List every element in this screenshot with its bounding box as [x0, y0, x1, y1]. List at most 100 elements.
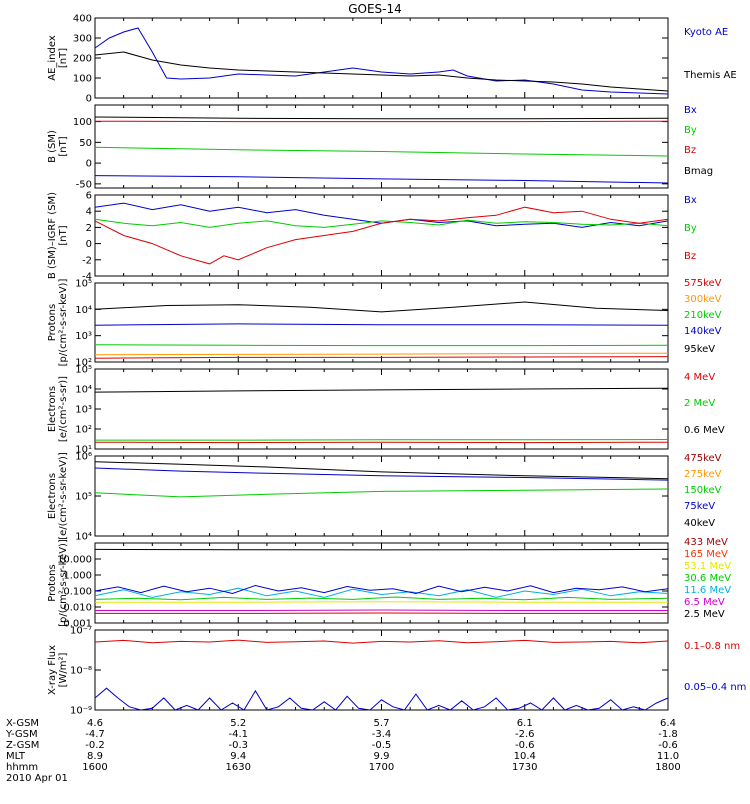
panel-frame — [95, 195, 668, 276]
y-tick-label: 50 — [79, 138, 92, 149]
y-tick-label: 6 — [86, 191, 92, 202]
y-axis-label: Protons — [47, 564, 58, 601]
legend-label: 53.1 MeV — [684, 561, 731, 572]
series-line — [95, 640, 668, 643]
y-tick-label: 10³ — [75, 331, 92, 342]
series-line — [95, 207, 668, 264]
y-tick-label: 10⁵ — [75, 365, 92, 376]
y-tick-label: 4 — [86, 207, 92, 218]
footer-value: 1800 — [655, 762, 680, 773]
y-axis-label: [W/m²] — [58, 652, 69, 687]
footer-value: 6.1 — [517, 718, 533, 729]
legend-label: 300keV — [684, 294, 722, 305]
legend-label: 2 MeV — [684, 398, 715, 409]
legend-label: Bx — [684, 195, 697, 206]
y-tick-label: -2 — [82, 255, 92, 266]
legend-label: 6.5 MeV — [684, 597, 725, 608]
y-axis-label: [e/(cm²-s-sr)] — [58, 376, 69, 442]
footer-value: 5.2 — [230, 718, 246, 729]
footer-row-label: X-GSM — [6, 718, 39, 729]
footer-value: -0.6 — [658, 740, 678, 751]
footer-value: -0.6 — [515, 740, 535, 751]
legend-label: Bx — [684, 105, 697, 116]
y-axis-label: [nT] — [58, 225, 69, 245]
footer-value: 4.6 — [87, 718, 103, 729]
legend-label: 210keV — [684, 310, 722, 321]
panel-frame — [95, 18, 668, 98]
footer-value: 5.7 — [374, 718, 390, 729]
y-tick-label: 10⁻⁹ — [70, 706, 92, 717]
legend-label: Bz — [684, 251, 696, 262]
y-axis-label: X-ray Flux — [47, 645, 58, 695]
series-line — [95, 597, 668, 600]
page-title: GOES-14 — [348, 2, 402, 16]
footer-value: 11.0 — [657, 751, 679, 762]
footer-row-label: MLT — [6, 751, 26, 762]
series-line — [95, 345, 668, 346]
footer-value: -0.3 — [228, 740, 248, 751]
legend-label: 475keV — [684, 453, 722, 464]
footer-row-label: 2010 Apr 01 — [6, 773, 68, 784]
y-tick-label: 10² — [75, 425, 92, 436]
y-tick-label: 10⁶ — [75, 452, 92, 463]
legend-label: Themis AE — [683, 70, 737, 81]
y-axis-label: AE_index — [47, 35, 58, 81]
series-line — [95, 176, 668, 183]
y-tick-label: -50 — [76, 179, 92, 190]
series-line — [95, 147, 668, 156]
y-axis-label: [p/(cm²-s-sr-keV)] — [58, 539, 69, 627]
series-line — [95, 440, 668, 441]
y-tick-label: 10⁵ — [75, 492, 92, 503]
y-axis-label: [nT] — [58, 48, 69, 68]
y-tick-label: 400 — [73, 14, 92, 25]
legend-label: Bmag — [684, 166, 713, 177]
panel-frame — [95, 369, 668, 449]
y-tick-label: 100 — [73, 74, 92, 85]
legend-label: Kyoto AE — [684, 27, 728, 38]
series-line — [95, 489, 668, 497]
legend-label: 575keV — [684, 278, 722, 289]
legend-label: 433 MeV — [684, 537, 728, 548]
footer-value: -3.4 — [372, 729, 392, 740]
legend-label: 0.1–0.8 nm — [684, 641, 740, 652]
footer-value: 9.4 — [230, 751, 246, 762]
y-tick-label: 10³ — [75, 405, 92, 416]
panel-frame — [95, 283, 668, 362]
footer-value: -1.8 — [658, 729, 678, 740]
y-axis-label: B (SM)–IGRF (SM) — [47, 192, 58, 279]
legend-label: By — [684, 223, 697, 234]
legend-label: 2.5 MeV — [684, 609, 725, 620]
legend-label: 140keV — [684, 326, 722, 337]
y-axis-label: [p/(cm²-s-sr-keV)] — [58, 279, 69, 367]
legend-label: 0.05–0.4 nm — [684, 682, 746, 693]
legend-label: 275keV — [684, 469, 722, 480]
y-axis-label: [e/(cm²-s-sr-keV)] — [58, 452, 69, 540]
footer-value: -2.6 — [515, 729, 535, 740]
series-line — [95, 353, 668, 355]
y-tick-label: 10⁵ — [75, 279, 92, 290]
legend-label: 150keV — [684, 485, 722, 496]
y-tick-label: 10⁴ — [75, 305, 92, 316]
y-axis-label: B (SM) — [47, 130, 58, 163]
y-axis-label: Electrons — [47, 473, 58, 519]
footer-value: 1730 — [512, 762, 537, 773]
legend-label: 0.6 MeV — [684, 425, 725, 436]
legend-label: 75keV — [684, 501, 715, 512]
series-line — [95, 324, 668, 325]
legend-label: 95keV — [684, 344, 715, 355]
legend-label: 4 MeV — [684, 372, 715, 383]
legend-label: 165 MeV — [684, 549, 728, 560]
legend-label: By — [684, 125, 697, 136]
footer-row-label: hhmm — [6, 762, 38, 773]
y-tick-label: 10⁻⁸ — [70, 666, 92, 677]
footer-value: 10.4 — [514, 751, 536, 762]
y-tick-label: 100 — [73, 117, 92, 128]
y-tick-label: 200 — [73, 54, 92, 65]
y-tick-label: 10⁻⁷ — [70, 626, 92, 637]
legend-label: 11.6 MeV — [684, 585, 731, 596]
y-axis-label: Electrons — [47, 386, 58, 432]
y-tick-label: 0 — [86, 94, 92, 105]
y-tick-label: 300 — [73, 34, 92, 45]
